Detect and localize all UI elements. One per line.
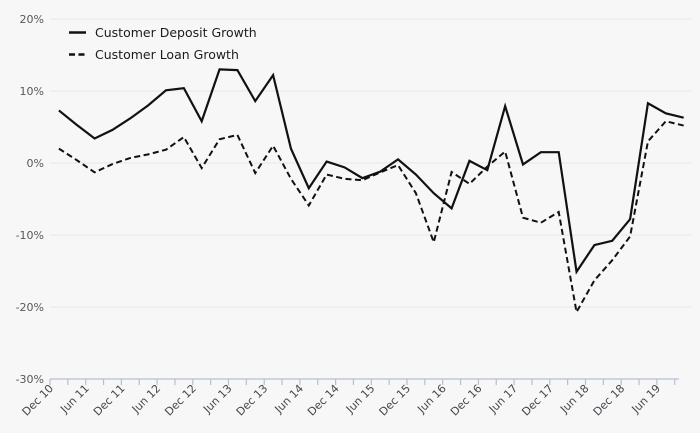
x-axis-label: Dec 16 (448, 382, 485, 419)
x-axis-label: Jun 17 (486, 382, 520, 416)
y-axis-label: -10% (16, 229, 44, 242)
legend-item-deposit-growth: Customer Deposit Growth (69, 25, 257, 40)
x-axis-label: Dec 15 (377, 382, 414, 419)
legend-label-loan-growth: Customer Loan Growth (95, 47, 239, 62)
x-axis-label: Jun 11 (57, 382, 91, 416)
dashed-line-swatch-icon (69, 53, 86, 56)
x-axis-label: Jun 14 (272, 382, 306, 416)
x-axis-label: Dec 11 (91, 382, 128, 419)
x-axis-label: Jun 19 (629, 382, 663, 416)
x-axis-label: Dec 13 (234, 382, 271, 419)
x-axis-label: Dec 12 (162, 382, 199, 419)
x-axis-label: Jun 18 (557, 382, 591, 416)
x-axis-label: Jun 16 (414, 382, 448, 416)
x-axis-label: Jun 12 (129, 382, 163, 416)
loan-growth-line (58, 120, 684, 315)
x-axis-label: Dec 18 (591, 382, 628, 419)
x-axis-label: Dec 17 (519, 382, 556, 419)
x-axis-label: Jun 15 (343, 382, 377, 416)
y-axis-label: -20% (16, 301, 44, 314)
y-axis-label: -30% (16, 373, 44, 386)
x-axis-label: Dec 14 (305, 382, 342, 419)
solid-line-swatch-icon (69, 31, 86, 34)
x-axis-label: Jun 13 (200, 382, 234, 416)
y-axis-label: 0% (27, 157, 44, 170)
chart-legend: Customer Deposit Growth Customer Loan Gr… (69, 25, 257, 62)
x-axis-label: Dec 10 (20, 382, 57, 419)
deposit-growth-line (58, 68, 684, 275)
legend-label-deposit-growth: Customer Deposit Growth (95, 25, 257, 40)
y-axis-label: 10% (20, 85, 44, 98)
y-axis-label: 20% (20, 13, 44, 26)
legend-item-loan-growth: Customer Loan Growth (69, 47, 257, 62)
